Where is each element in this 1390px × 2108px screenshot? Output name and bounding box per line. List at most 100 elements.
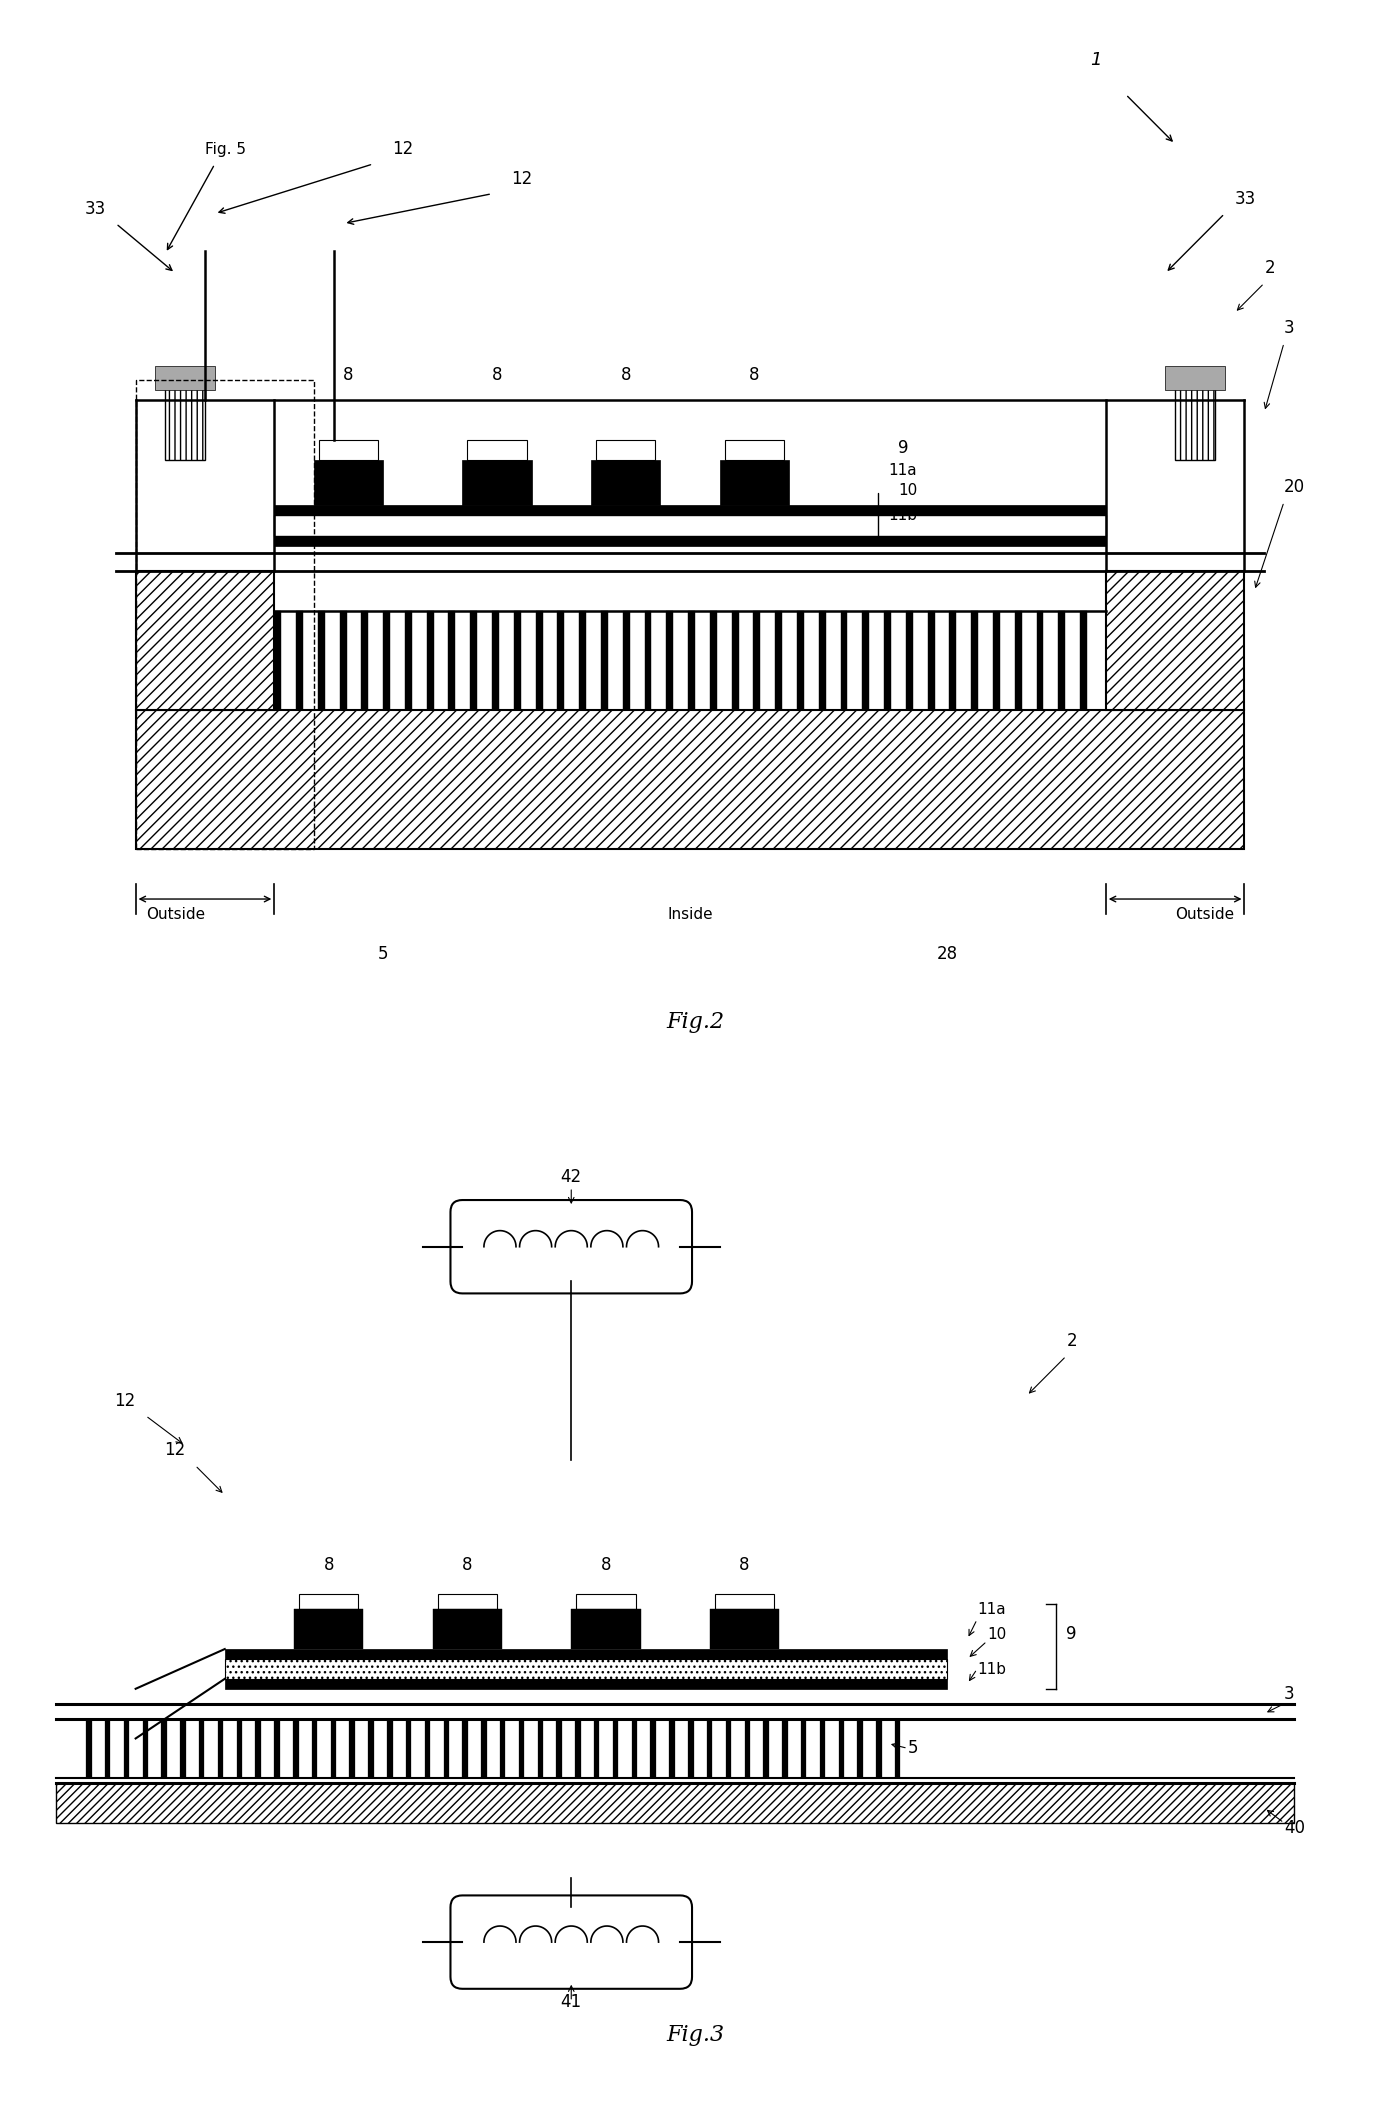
Bar	[580, 611, 587, 710]
Bar	[613, 1718, 619, 1779]
Bar	[949, 611, 956, 710]
Text: Fig.2: Fig.2	[666, 1012, 724, 1033]
Bar	[432, 1608, 502, 1648]
Bar	[710, 611, 717, 710]
Text: 8: 8	[620, 367, 631, 384]
Bar	[1175, 379, 1215, 460]
Bar	[710, 1608, 780, 1648]
Bar	[514, 611, 521, 710]
Bar	[156, 365, 215, 390]
Bar	[518, 1718, 524, 1779]
Text: 8: 8	[600, 1556, 612, 1573]
Bar	[556, 1718, 562, 1779]
Bar	[535, 611, 542, 710]
Bar	[318, 441, 378, 460]
Bar	[876, 1718, 881, 1779]
Bar	[651, 1718, 656, 1779]
Bar	[406, 1718, 411, 1779]
Bar	[1037, 611, 1044, 710]
Bar	[1058, 611, 1065, 710]
Bar	[796, 611, 803, 710]
Bar	[136, 571, 274, 710]
Bar	[776, 611, 783, 710]
Bar	[295, 1608, 363, 1648]
Bar	[783, 1718, 788, 1779]
Bar	[645, 611, 652, 710]
Bar	[311, 1718, 317, 1779]
Text: 11b: 11b	[977, 1661, 1006, 1676]
Bar	[438, 1594, 498, 1608]
Bar	[368, 1718, 374, 1779]
Text: 11a: 11a	[977, 1602, 1006, 1617]
Bar	[666, 611, 673, 710]
Text: 10: 10	[898, 483, 917, 497]
Bar	[404, 611, 411, 710]
Text: 3: 3	[1284, 318, 1294, 337]
Text: 9: 9	[898, 438, 909, 457]
Bar	[594, 1718, 599, 1779]
Bar	[992, 611, 999, 710]
Bar	[449, 611, 456, 710]
Text: Outside: Outside	[146, 906, 204, 921]
Bar	[481, 1718, 486, 1779]
Bar	[106, 1718, 110, 1779]
Bar	[688, 1718, 694, 1779]
Text: 40: 40	[1284, 1819, 1305, 1836]
Text: Outside: Outside	[1176, 906, 1234, 921]
Bar	[596, 441, 656, 460]
Text: 12: 12	[392, 139, 414, 158]
Bar	[906, 611, 913, 710]
Bar	[331, 1718, 336, 1779]
FancyBboxPatch shape	[450, 1895, 692, 1988]
Bar	[820, 1718, 826, 1779]
Text: 2: 2	[1265, 259, 1275, 276]
Bar	[500, 1718, 506, 1779]
Bar	[425, 1718, 430, 1779]
Bar	[467, 441, 527, 460]
Bar	[470, 611, 477, 710]
Text: 8: 8	[461, 1556, 473, 1573]
Bar	[225, 1678, 948, 1689]
Bar	[726, 1718, 731, 1779]
Text: 28: 28	[937, 944, 958, 963]
FancyBboxPatch shape	[450, 1199, 692, 1294]
Bar	[745, 1718, 751, 1779]
Bar	[384, 611, 391, 710]
Text: 10: 10	[987, 1627, 1006, 1642]
Text: 12: 12	[512, 171, 532, 188]
Text: 5: 5	[908, 1739, 919, 1758]
Bar	[571, 1608, 641, 1648]
Bar	[136, 710, 1244, 850]
Bar	[318, 611, 325, 710]
Text: Inside: Inside	[667, 906, 713, 921]
Text: 42: 42	[560, 1168, 582, 1187]
Bar	[386, 1718, 392, 1779]
Bar	[688, 611, 695, 710]
Bar	[86, 1718, 92, 1779]
Text: 12: 12	[114, 1391, 136, 1410]
Bar	[274, 504, 1106, 514]
Text: 8: 8	[324, 1556, 334, 1573]
Bar	[296, 611, 303, 710]
Text: 33: 33	[85, 200, 106, 217]
Bar	[557, 611, 564, 710]
Bar	[708, 1718, 712, 1779]
Bar	[361, 611, 368, 710]
Bar	[731, 611, 738, 710]
Text: 2: 2	[1066, 1332, 1077, 1349]
Bar	[218, 1718, 224, 1779]
Bar	[623, 611, 630, 710]
Bar	[724, 441, 784, 460]
Bar	[895, 1718, 901, 1779]
Text: 8: 8	[739, 1556, 749, 1573]
Bar	[884, 611, 891, 710]
Bar	[314, 460, 384, 504]
Text: 11b: 11b	[888, 508, 917, 523]
Bar	[669, 1718, 674, 1779]
Bar	[443, 1718, 449, 1779]
Text: 8: 8	[492, 367, 502, 384]
Text: 12: 12	[164, 1442, 185, 1459]
Bar	[577, 1594, 635, 1608]
Text: Fig. 5: Fig. 5	[204, 141, 246, 156]
Text: Fig.3: Fig.3	[666, 2024, 724, 2047]
